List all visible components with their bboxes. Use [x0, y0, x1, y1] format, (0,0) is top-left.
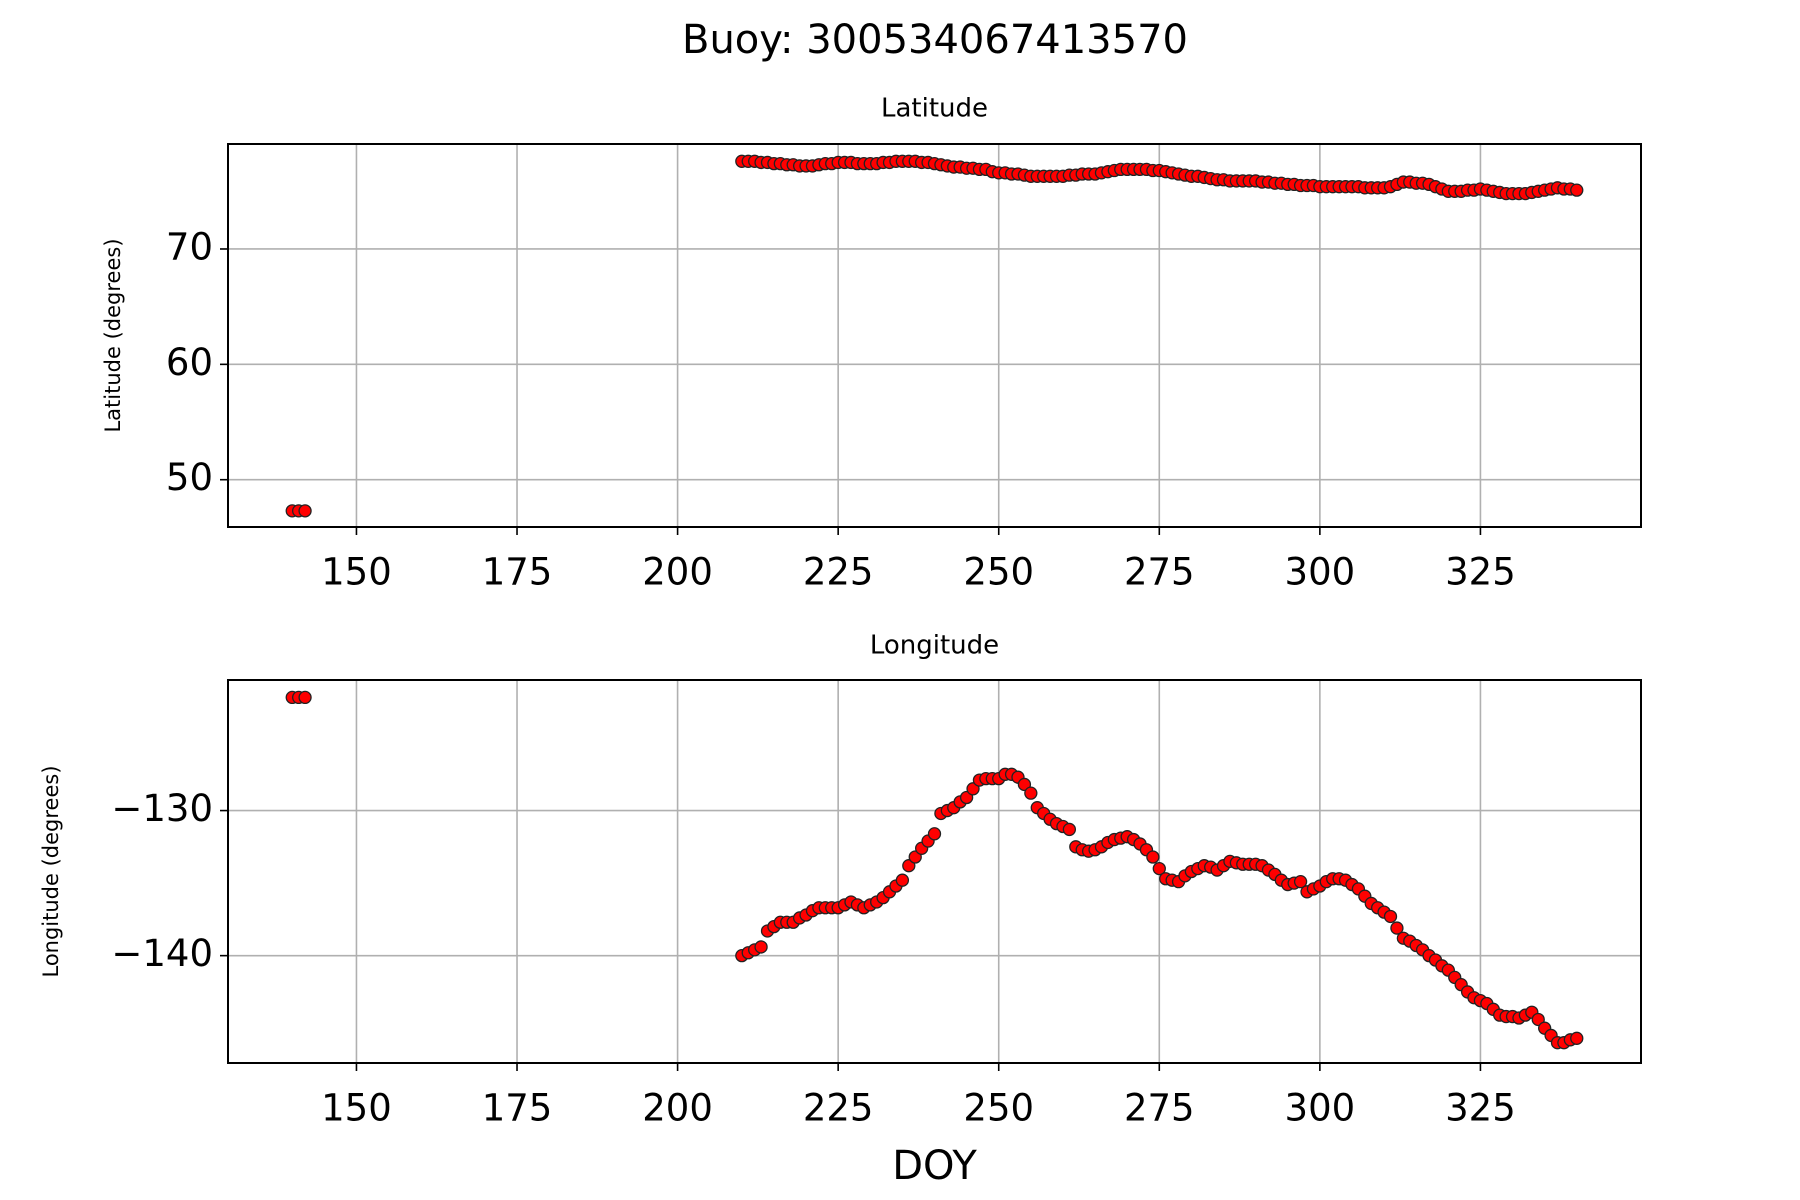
x-tick-label: 325 [1445, 551, 1516, 594]
data-point [298, 690, 312, 705]
y-tick-label: 70 [166, 225, 213, 268]
data-point [1570, 1031, 1584, 1045]
data-point [908, 850, 922, 864]
x-tick-label: 300 [1285, 1087, 1356, 1130]
y-axis-label: Longitude (degrees) [39, 765, 63, 977]
x-tick-label: 300 [1285, 551, 1356, 594]
x-tick-label: 150 [321, 1087, 392, 1130]
x-tick-label: 225 [803, 551, 874, 594]
data-point [1293, 875, 1308, 889]
axes-frame [227, 143, 1642, 528]
x-tick-label: 225 [803, 1087, 874, 1130]
data-point [1531, 1012, 1545, 1027]
data-point [959, 790, 974, 805]
axes-title: Latitude [881, 94, 988, 124]
data-point [927, 827, 942, 841]
data-point [1062, 822, 1077, 837]
data-point [895, 873, 910, 887]
x-tick-label: 175 [482, 1087, 553, 1130]
data-point [1390, 921, 1404, 935]
x-tick-label: 250 [963, 1087, 1034, 1130]
data-point [1152, 861, 1166, 876]
x-axis-label: DOY [892, 1143, 977, 1189]
x-tick-label: 175 [482, 551, 553, 594]
x-tick-label: 200 [642, 1087, 713, 1130]
data-point [754, 940, 768, 954]
y-tick-label: 60 [166, 341, 213, 384]
x-tick-label: 275 [1124, 1087, 1195, 1130]
figure-title: Buoy: 300534067413570 [682, 17, 1188, 63]
data-point [1024, 786, 1038, 800]
x-tick-label: 250 [963, 551, 1034, 594]
y-tick-label: −130 [111, 787, 213, 830]
x-tick-label: 150 [321, 551, 392, 594]
y-tick-label: 50 [166, 456, 213, 499]
x-tick-label: 275 [1124, 551, 1195, 594]
axes-frame [227, 679, 1642, 1064]
x-tick-label: 200 [642, 551, 713, 594]
data-point [1146, 850, 1160, 864]
data-point [966, 782, 980, 796]
plot-area [228, 144, 1641, 527]
data-point [298, 504, 312, 518]
data-point [1570, 183, 1584, 197]
y-axis-label: Latitude (degrees) [101, 238, 125, 432]
data-point [1383, 909, 1398, 924]
axes-title: Longitude [870, 631, 999, 661]
y-tick-label: −140 [111, 932, 213, 975]
data-point [902, 859, 916, 873]
data-point [1017, 777, 1032, 792]
x-tick-label: 325 [1445, 1087, 1516, 1130]
plot-area [228, 680, 1641, 1063]
